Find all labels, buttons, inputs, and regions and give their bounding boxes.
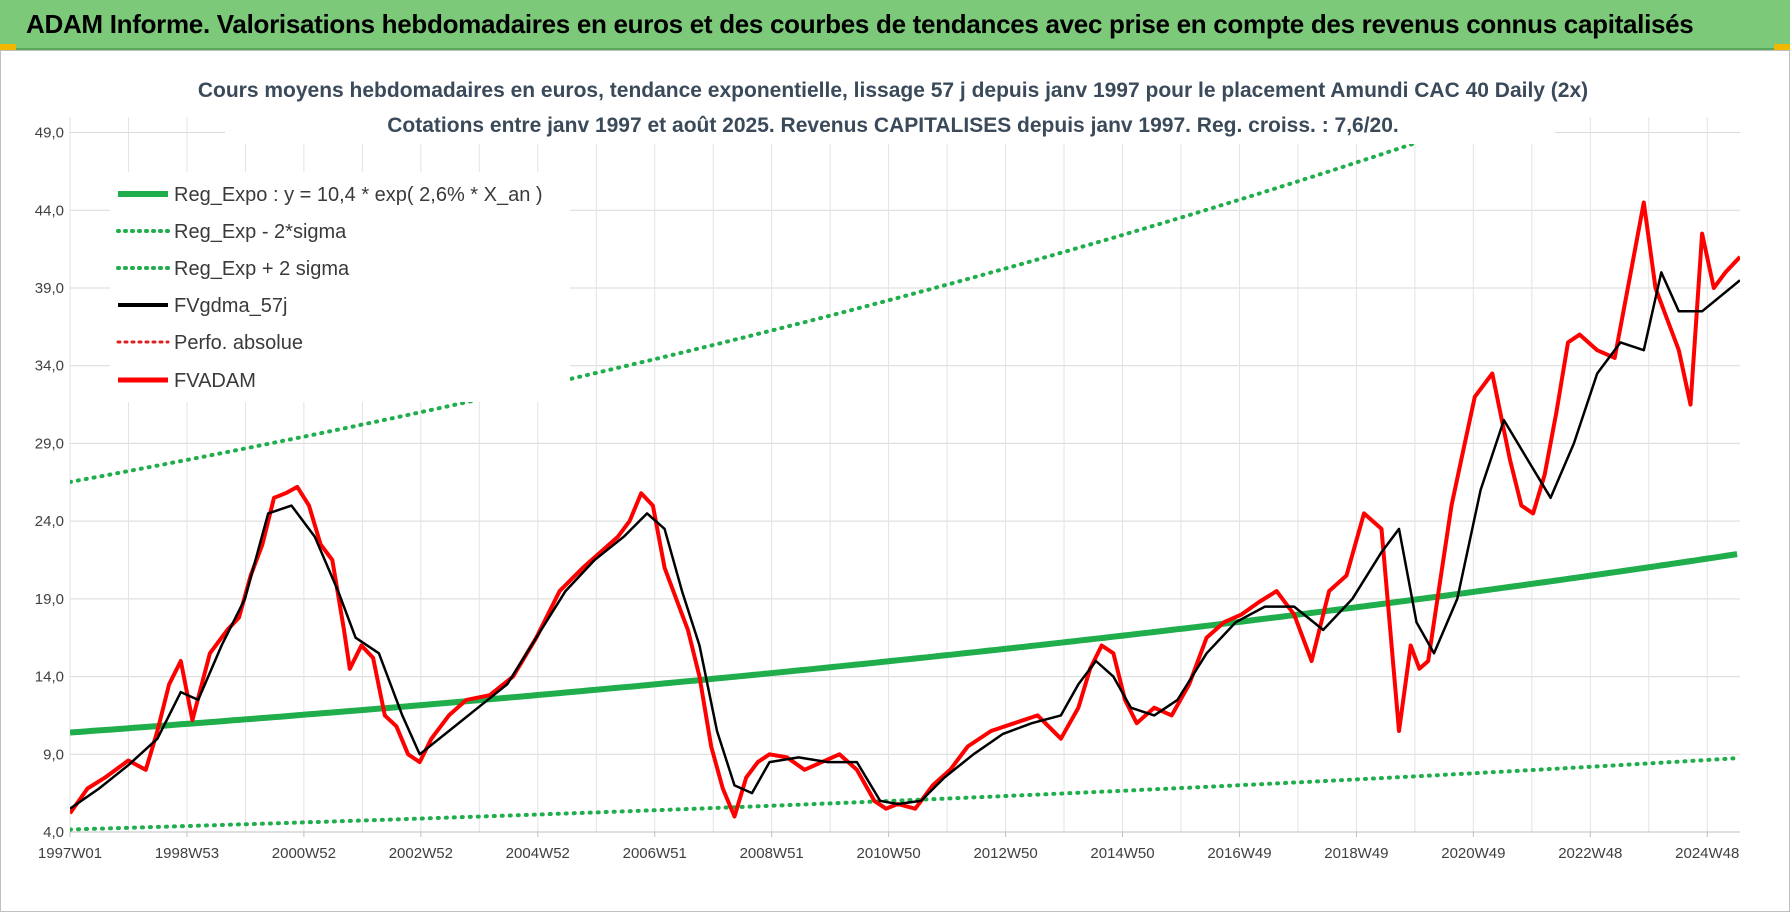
y-tick-label: 44,0	[35, 202, 64, 219]
page-title: ADAM Informe. Valorisations hebdomadaire…	[26, 9, 1694, 39]
y-tick-label: 24,0	[35, 513, 64, 530]
x-tick-label: 2014W50	[1090, 845, 1154, 862]
series-fvgdma	[70, 271, 1740, 810]
x-tick-label: 2012W50	[973, 845, 1037, 862]
y-tick-label: 4,0	[43, 824, 64, 841]
chart-title-line-1: Cours moyens hebdomadaires en euros, ten…	[198, 79, 1588, 102]
title-background	[225, 68, 1555, 144]
axes: 4,0 9,0 14,0 19,0 24,0 29,0 34,0 39,0 44,0 49,0 19…	[35, 125, 1740, 862]
series-area	[70, 97, 1740, 832]
series-sigma-low	[70, 756, 1740, 832]
corner-marker-left	[0, 44, 16, 50]
legend-label-sigma-high: Reg_Exp + 2 sigma	[174, 258, 350, 280]
x-tick-label: 2000W52	[272, 845, 336, 862]
x-tick-label: 2004W52	[506, 845, 570, 862]
y-tick-label: 9,0	[43, 746, 64, 763]
x-tick-label: 2010W50	[857, 845, 921, 862]
legend-label-sigma-low: Reg_Exp - 2*sigma	[174, 221, 347, 243]
y-tick-label: 14,0	[35, 669, 64, 686]
x-tick-label: 2006W51	[623, 845, 687, 862]
x-tick-label: 2024W48	[1675, 845, 1739, 862]
chart-title: Cours moyens hebdomadaires en euros, ten…	[198, 68, 1588, 144]
x-tick-label: 2020W49	[1441, 845, 1505, 862]
x-tick-label: 2022W48	[1558, 845, 1622, 862]
x-tick-label: 2018W49	[1324, 845, 1388, 862]
legend: Reg_Expo : y = 10,4 * exp( 2,6% * X_an )…	[110, 172, 570, 402]
series-fvadam	[70, 200, 1740, 819]
y-tick-label: 29,0	[35, 435, 64, 452]
legend-background	[110, 172, 570, 402]
legend-label-perfo: Perfo. absolue	[174, 332, 303, 354]
y-tick-label: 34,0	[35, 358, 64, 375]
x-tick-label: 1997W01	[38, 845, 102, 862]
y-tick-label: 19,0	[35, 591, 64, 608]
legend-label-fvgdma: FVgdma_57j	[174, 295, 287, 317]
y-tick-label: 39,0	[35, 280, 64, 297]
y-tick-label: 49,0	[35, 125, 64, 142]
corner-marker-right	[1774, 44, 1790, 50]
x-tick-label: 2002W52	[389, 845, 453, 862]
series-reg-expo	[70, 551, 1738, 736]
x-tick-label: 1998W53	[155, 845, 219, 862]
legend-label-fvadam: FVADAM	[174, 370, 256, 392]
chart-title-line-2: Cotations entre janv 1997 et août 2025. …	[387, 114, 1399, 137]
x-tick-label: 2016W49	[1207, 845, 1271, 862]
legend-label-reg-expo: Reg_Expo : y = 10,4 * exp( 2,6% * X_an )	[174, 184, 543, 206]
x-tick-label: 2008W51	[740, 845, 804, 862]
header-banner: ADAM Informe. Valorisations hebdomadaire…	[0, 0, 1790, 50]
